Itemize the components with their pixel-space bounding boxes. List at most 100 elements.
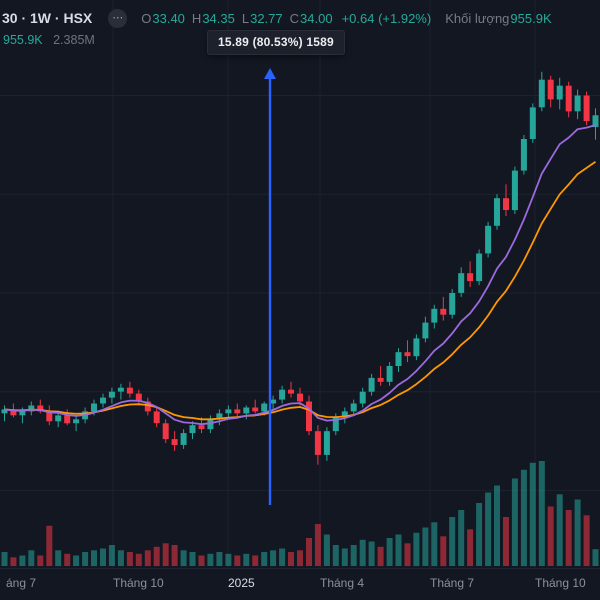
volume-bar: [73, 555, 80, 566]
candle-body: [108, 391, 115, 398]
volume-bar: [422, 527, 429, 566]
ohlc-high: H34.35: [192, 11, 235, 26]
volume-bar: [91, 550, 97, 567]
volume-bar: [252, 555, 259, 566]
volume-bar: [216, 552, 223, 566]
volume-bar: [485, 492, 492, 566]
measurement-arrow-head[interactable]: [264, 68, 276, 79]
candle-body: [556, 85, 563, 100]
volume-bar: [189, 552, 196, 566]
volume-bar: [55, 550, 62, 567]
candle-body: [485, 225, 492, 254]
volume-bar: [46, 525, 53, 567]
candle-body: [19, 411, 26, 416]
volume-bar: [404, 543, 411, 567]
volume-bar: [1, 552, 8, 566]
volume-bar: [37, 555, 44, 566]
volume-bar: [198, 555, 205, 566]
volume-bar: [108, 545, 115, 566]
volume-bar: [440, 536, 447, 567]
candle-body: [100, 397, 106, 404]
candle-body: [538, 79, 545, 108]
symbol-title[interactable]: 30 · 1W · HSX: [2, 10, 93, 26]
candle-body: [91, 403, 97, 412]
candle-body: [216, 413, 223, 420]
candle-body: [377, 377, 384, 382]
volume-bar: [476, 503, 483, 566]
volume-bars: [1, 461, 599, 567]
candle-body: [422, 322, 429, 339]
volume-bar: [162, 543, 169, 567]
volume-bar: [100, 548, 106, 566]
volume-bar: [323, 534, 330, 566]
volume-bar: [520, 469, 527, 567]
volume-bar: [341, 548, 348, 566]
volume-bar: [529, 462, 536, 567]
volume-bar: [386, 538, 393, 566]
candle-body: [431, 308, 438, 323]
volume-bar: [332, 545, 339, 566]
volume-bar: [64, 553, 71, 566]
time-axis-month-label: Tháng 7: [430, 576, 475, 590]
candle-body: [252, 407, 259, 412]
volume-bar: [377, 546, 384, 567]
open-label: O: [141, 10, 152, 26]
candle-body: [171, 439, 178, 445]
volume-bar: [10, 557, 17, 567]
candle-body: [547, 79, 554, 100]
volume-bar: [28, 550, 35, 567]
volume-legend: 955.9K 2.385M: [3, 33, 95, 47]
time-axis-month-label: Tháng 10: [535, 576, 586, 590]
candle-body: [359, 391, 366, 404]
candle-body: [243, 407, 250, 414]
time-axis[interactable]: áng 7 Tháng 10 2025 Tháng 4 Tháng 7 Tháng 10: [0, 568, 600, 600]
volume-bar: [556, 494, 563, 566]
volume-bar: [458, 510, 465, 566]
measurement-label[interactable]: 15.89 (80.53%) 1589: [207, 30, 345, 55]
volume-bar: [171, 545, 178, 566]
volume-bar: [503, 517, 509, 566]
volume-bar: [19, 555, 26, 566]
candle-body: [189, 425, 196, 434]
candle-body: [73, 419, 80, 424]
close-value: 34.00: [300, 10, 333, 26]
volume-bar: [135, 553, 142, 566]
volume-bar: [368, 541, 375, 566]
volume-bar: [547, 506, 554, 566]
high-value: 34.35: [202, 10, 235, 26]
volume-bar: [297, 550, 303, 567]
time-axis-month-label: Tháng 4: [320, 576, 365, 590]
measurement-arrow[interactable]: [264, 68, 276, 505]
volume-bar: [144, 550, 151, 567]
more-options-icon[interactable]: ⋯: [108, 8, 128, 28]
candle-body: [135, 393, 142, 402]
candle-body: [37, 405, 44, 412]
time-axis-year-label: 2025: [228, 576, 255, 590]
volume-bar: [395, 534, 402, 566]
candle-body: [117, 387, 124, 392]
candle-body: [46, 411, 53, 422]
candle-body: [476, 253, 483, 282]
candle-body: [368, 377, 375, 392]
candle-body: [520, 139, 527, 171]
low-value: 32.77: [250, 10, 283, 26]
volume-bar: [592, 549, 599, 566]
candle-body: [10, 409, 17, 416]
candle-body: [153, 411, 160, 424]
candle-body: [225, 409, 232, 414]
ohlc-close: C34.00: [290, 11, 333, 26]
volume-bar: [234, 555, 241, 566]
candle-body: [494, 198, 500, 226]
time-axis-month-label: áng 7: [6, 576, 37, 590]
candle-body: [503, 198, 509, 210]
volume-label: Khối lượng: [445, 10, 510, 26]
volume-bar: [314, 524, 321, 566]
volume-bar: [431, 522, 438, 567]
candle-body: [583, 95, 590, 122]
volume-bar: [82, 552, 89, 566]
candle-body: [162, 423, 169, 440]
volume-bar: [279, 548, 286, 566]
candles: [1, 71, 599, 465]
